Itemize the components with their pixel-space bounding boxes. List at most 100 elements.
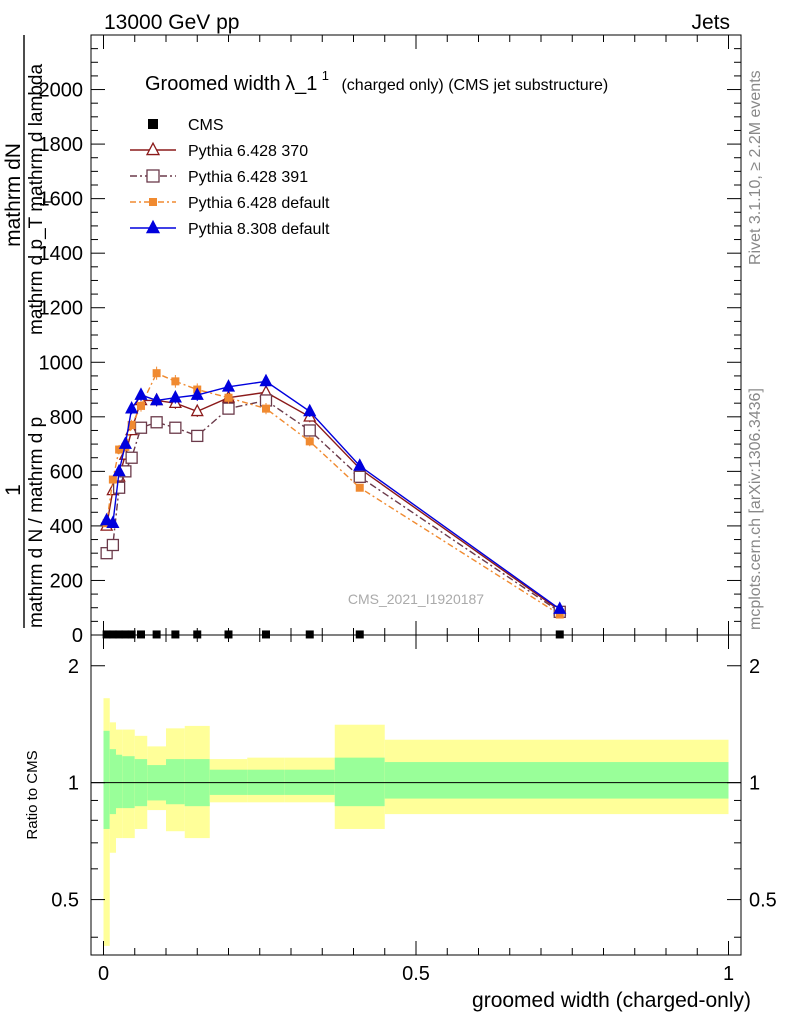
plot-title: Groomed width λ_1 1 (charged only) (CMS … (145, 67, 608, 95)
data-point (106, 538, 120, 552)
y-label-denominator-2: mathrm d p_T mathrm d lambda (26, 64, 47, 335)
data-point (127, 421, 136, 429)
ratio-band-inner (116, 754, 123, 809)
legend-marker (145, 141, 161, 156)
ratio-band-inner (128, 756, 135, 809)
data-point (262, 630, 270, 639)
data-point (193, 630, 202, 639)
data-point (125, 400, 139, 414)
data-point (191, 429, 204, 443)
main-ytick-label: 1600 (39, 189, 84, 211)
main-ytick-label: 1800 (39, 134, 84, 156)
data-point (190, 403, 204, 417)
main-series-group (100, 366, 567, 639)
series-2 (100, 394, 566, 618)
legend-marker (148, 119, 158, 129)
data-point (303, 403, 317, 417)
legend-label: CMS (188, 117, 224, 134)
series-0 (102, 630, 564, 639)
data-point (224, 630, 233, 639)
series-1 (100, 384, 567, 616)
data-point (168, 390, 182, 403)
y-label-denominator: mathrm d N / mathrm d p (26, 417, 47, 628)
ratio-ytick-label: 1 (68, 773, 79, 795)
y-label-top: 1 (2, 484, 25, 496)
data-point (171, 377, 180, 386)
data-point (555, 610, 564, 619)
main-ytick-label: 1400 (39, 243, 84, 265)
data-point (305, 437, 314, 446)
series-line (106, 380, 561, 610)
main-ytick-label: 0 (72, 625, 83, 647)
main-ytick-label: 800 (50, 407, 83, 429)
data-point (127, 630, 136, 639)
data-point (152, 630, 161, 639)
ratio-ytick-label: 2 (68, 656, 79, 678)
data-point (137, 630, 145, 639)
title-superscript: 1 (322, 68, 329, 83)
header-energy: 13000 GeV pp (104, 11, 239, 34)
main-panel: 0 200 400 600 800 1000 1200 1400 1600 1800 2000 CM… (39, 34, 742, 647)
ratio-panel: 0.5 0.51 12 2 0 0.5 1 Ratio to CMS groomed wi… (24, 634, 777, 1012)
ratio-band-inner (334, 757, 385, 807)
ratio-bands (103, 698, 729, 946)
data-point (125, 451, 138, 464)
ratio-y-label: Ratio to CMS (24, 750, 41, 839)
data-point (108, 630, 117, 639)
data-point (171, 630, 180, 639)
ratio-band-inner (384, 762, 729, 799)
ratio-ytick-label-right: 1 (749, 773, 760, 795)
main-y-axis: 0 200 400 600 800 1000 1200 1400 1600 1800 2000 (39, 34, 741, 647)
data-point (134, 421, 148, 434)
data-point (137, 401, 145, 410)
ratio-ytick-label-right: 2 (749, 656, 760, 678)
header-process: Jets (691, 11, 730, 34)
series-4 (100, 373, 567, 614)
main-ytick-label: 600 (50, 461, 83, 483)
data-point (115, 630, 124, 639)
legend: CMS Pythia 6.428 370 Pythia 6.428 391 Pythi… (130, 117, 330, 238)
legend-label: Pythia 6.428 391 (188, 169, 308, 186)
title-rest: (charged only) (CMS jet substructure) (341, 77, 608, 94)
data-point (303, 424, 316, 437)
main-ytick-label: 1000 (39, 352, 84, 374)
ratio-ytick-label: 0.5 (51, 890, 79, 912)
rivet-version-label: Rivet 3.1.10, ≥ 2.2M events (747, 70, 764, 265)
legend-label: Pythia 6.428 370 (188, 143, 308, 160)
main-ytick-label: 400 (50, 516, 83, 538)
data-point (150, 416, 163, 429)
data-point (224, 393, 233, 402)
ratio-band-inner (109, 749, 116, 815)
main-x-ticks (103, 35, 729, 635)
data-point (152, 369, 161, 378)
ratio-band-inner (103, 730, 110, 829)
data-point (102, 630, 111, 639)
title-main: Groomed width (145, 73, 281, 95)
data-point (115, 445, 124, 454)
legend-marker (145, 219, 161, 234)
data-point (355, 483, 364, 492)
data-point (553, 601, 567, 614)
data-point (118, 436, 132, 449)
data-point (259, 373, 273, 387)
ratio-ytick-label-right: 0.5 (749, 890, 777, 912)
ratio-x-axis: 0 0.5 1 (98, 635, 734, 985)
data-point (121, 630, 130, 639)
data-point (108, 475, 117, 484)
mcplots-label: mcplots.cern.ch [arXiv:1306.3436] (747, 388, 764, 630)
data-point (555, 630, 564, 639)
data-point (112, 481, 126, 494)
y-label-numerator: mathrm dN (2, 143, 25, 247)
data-point (262, 404, 270, 413)
data-point (353, 458, 367, 471)
data-point (100, 512, 114, 526)
data-point (355, 630, 364, 639)
data-point (112, 463, 126, 477)
data-point (150, 392, 164, 406)
data-point (134, 387, 148, 400)
data-point (169, 421, 182, 434)
ratio-band-inner (166, 759, 185, 805)
legend-label: Pythia 6.428 default (188, 195, 330, 212)
main-ytick-label: 200 (50, 570, 83, 592)
